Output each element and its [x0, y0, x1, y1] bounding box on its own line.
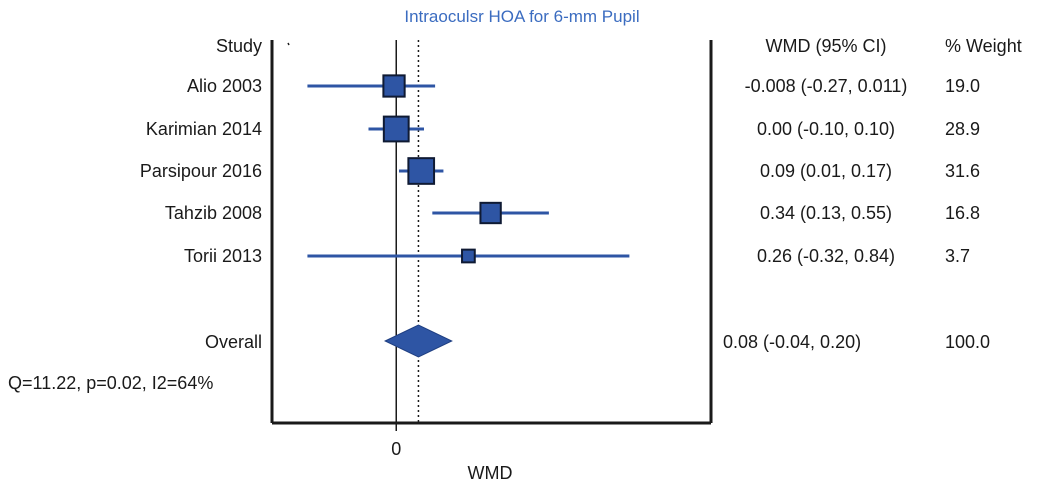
weight-parsipour-2016: 31.6	[945, 161, 980, 181]
weight-tahzib-2008: 16.8	[945, 203, 980, 223]
study-label-alio-2003: Alio 2003	[187, 76, 262, 96]
weight-karimian-2014: 28.9	[945, 119, 980, 139]
heterogeneity-stats: Q=11.22, p=0.02, I2=64%	[8, 373, 213, 393]
study-label-karimian-2014: Karimian 2014	[146, 119, 262, 139]
overall-diamond	[383, 324, 453, 358]
weight-torii-2013: 3.7	[945, 246, 970, 266]
ci-text-karimian-2014: 0.00 (-0.10, 0.10)	[757, 119, 895, 139]
weight-alio-2003: 19.0	[945, 76, 980, 96]
overall-label: Overall	[205, 332, 262, 352]
ci-text-parsipour-2016: 0.09 (0.01, 0.17)	[760, 161, 892, 181]
ci-text-alio-2003: -0.008 (-0.27, 0.011)	[745, 76, 908, 96]
plot-corner-tick	[287, 42, 290, 46]
effect-marker-parsipour-2016	[407, 157, 436, 185]
effect-marker-tahzib-2008	[479, 201, 502, 225]
chart-title: Intraoculsr HOA for 6-mm Pupil	[404, 7, 639, 26]
overall-weight: 100.0	[945, 332, 990, 352]
x-axis-label: WMD	[468, 463, 513, 483]
study-label-torii-2013: Torii 2013	[184, 246, 262, 266]
study-rows: Alio 2003 -0.008 (-0.27, 0.011) 19.0 Karimi…	[140, 74, 980, 266]
study-column-header: Study	[216, 36, 262, 56]
effect-marker-torii-2013	[461, 248, 476, 264]
study-label-parsipour-2016: Parsipour 2016	[140, 161, 262, 181]
effect-column-header: WMD (95% CI)	[766, 36, 887, 56]
effect-marker-alio-2003	[382, 74, 406, 98]
weight-column-header: % Weight	[945, 36, 1022, 56]
overall-ci-text: 0.08 (-0.04, 0.20)	[723, 332, 861, 352]
ci-text-tahzib-2008: 0.34 (0.13, 0.55)	[760, 203, 892, 223]
ci-text-torii-2013: 0.26 (-0.32, 0.84)	[757, 246, 895, 266]
effect-marker-karimian-2014	[382, 115, 410, 143]
study-label-tahzib-2008: Tahzib 2008	[165, 203, 262, 223]
x-tick-label-0: 0	[391, 439, 401, 459]
